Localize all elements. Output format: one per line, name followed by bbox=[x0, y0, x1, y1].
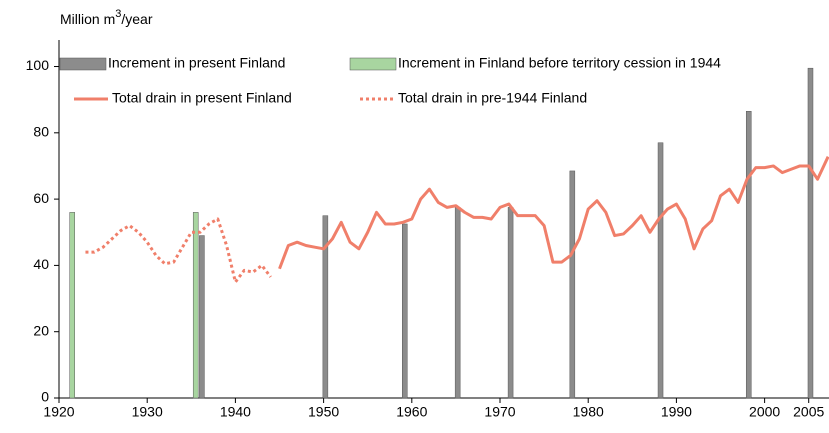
legend-swatch bbox=[59, 57, 107, 71]
line bbox=[278, 156, 829, 270]
y-axis-label-suffix: /year bbox=[121, 11, 152, 27]
bar bbox=[322, 215, 329, 399]
x-tick-label: 1920 bbox=[43, 404, 74, 420]
x-tick-label: 1960 bbox=[396, 404, 427, 420]
y-tick-label: 60 bbox=[33, 190, 49, 206]
bar bbox=[807, 67, 814, 399]
y-tick-label: 0 bbox=[41, 389, 49, 405]
legend-label: Total drain in pre-1944 Finland bbox=[398, 90, 587, 106]
y-axis-label-main: Million m bbox=[60, 11, 115, 27]
x-tick-label: 1970 bbox=[484, 404, 515, 420]
bar bbox=[192, 212, 199, 399]
x-tick-label: 1940 bbox=[220, 404, 251, 420]
bar bbox=[402, 223, 408, 399]
legend-label: Increment in present Finland bbox=[108, 55, 285, 71]
bar bbox=[454, 207, 461, 399]
bar bbox=[199, 235, 205, 399]
bar bbox=[69, 212, 75, 399]
bar bbox=[569, 170, 576, 399]
x-tick-label: 1980 bbox=[573, 404, 604, 420]
y-tick-label: 20 bbox=[33, 322, 49, 338]
x-tick-label: 2005 bbox=[793, 404, 824, 420]
legend-label: Total drain in present Finland bbox=[112, 90, 292, 106]
legend-label: Increment in Finland before territory ce… bbox=[398, 55, 721, 71]
line bbox=[85, 217, 272, 284]
y-tick-label: 100 bbox=[26, 57, 50, 73]
x-tick-label: 1990 bbox=[661, 404, 692, 420]
bar bbox=[657, 142, 664, 399]
y-tick-label: 40 bbox=[33, 256, 49, 272]
x-tick-label: 1930 bbox=[132, 404, 163, 420]
x-tick-label: 1950 bbox=[308, 404, 339, 420]
bar bbox=[745, 111, 752, 399]
legend-swatch bbox=[349, 57, 397, 71]
y-axis-label: Million m3/year bbox=[60, 8, 153, 27]
y-axis-label-sup: 3 bbox=[115, 8, 121, 20]
y-tick-label: 80 bbox=[33, 124, 49, 140]
bar bbox=[507, 207, 514, 399]
x-tick-label: 2000 bbox=[749, 404, 780, 420]
